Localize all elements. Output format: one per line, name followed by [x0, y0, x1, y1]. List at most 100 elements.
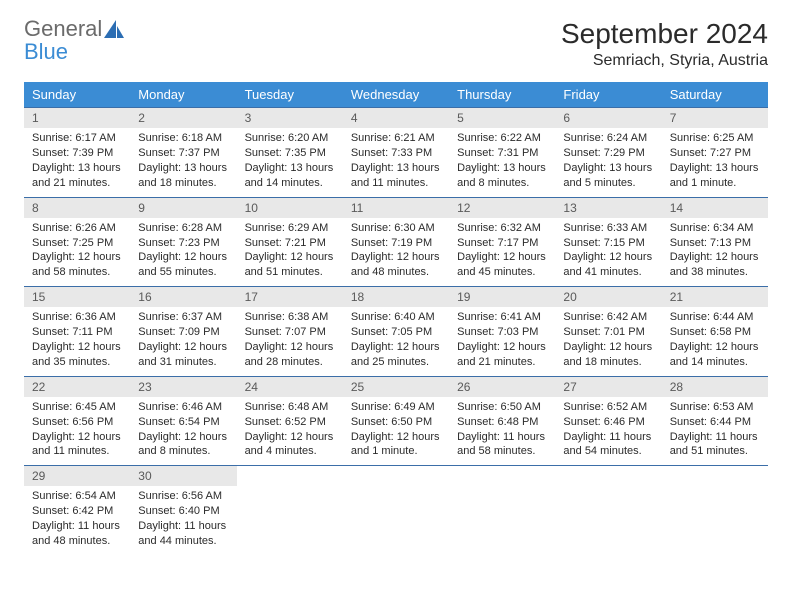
day-number: 16 — [130, 287, 236, 307]
day-daylight1: Daylight: 12 hours — [245, 430, 335, 445]
calendar-cell — [237, 466, 343, 555]
day-daylight1: Daylight: 12 hours — [32, 250, 122, 265]
day-daylight2: and 48 minutes. — [32, 534, 122, 549]
day-daylight1: Daylight: 11 hours — [670, 430, 760, 445]
calendar-cell: 19Sunrise: 6:41 AMSunset: 7:03 PMDayligh… — [449, 287, 555, 376]
calendar-day-header-row: Sunday Monday Tuesday Wednesday Thursday… — [24, 82, 768, 107]
calendar-cell: 22Sunrise: 6:45 AMSunset: 6:56 PMDayligh… — [24, 377, 130, 466]
calendar-week-row: 8Sunrise: 6:26 AMSunset: 7:25 PMDaylight… — [24, 197, 768, 287]
day-sunset: Sunset: 6:54 PM — [138, 415, 228, 430]
day-daylight2: and 58 minutes. — [32, 265, 122, 280]
day-header-wednesday: Wednesday — [343, 82, 449, 107]
day-sunset: Sunset: 7:13 PM — [670, 236, 760, 251]
calendar-cell: 12Sunrise: 6:32 AMSunset: 7:17 PMDayligh… — [449, 198, 555, 287]
calendar-cell: 26Sunrise: 6:50 AMSunset: 6:48 PMDayligh… — [449, 377, 555, 466]
day-sunset: Sunset: 7:35 PM — [245, 146, 335, 161]
day-number: 27 — [555, 377, 661, 397]
day-daylight1: Daylight: 13 hours — [351, 161, 441, 176]
day-sunset: Sunset: 6:56 PM — [32, 415, 122, 430]
day-number: 26 — [449, 377, 555, 397]
calendar-cell: 9Sunrise: 6:28 AMSunset: 7:23 PMDaylight… — [130, 198, 236, 287]
day-daylight2: and 28 minutes. — [245, 355, 335, 370]
day-number: 14 — [662, 198, 768, 218]
day-daylight2: and 41 minutes. — [563, 265, 653, 280]
day-sunset: Sunset: 7:09 PM — [138, 325, 228, 340]
day-number: 5 — [449, 108, 555, 128]
logo: General Blue — [24, 18, 124, 63]
calendar-cell: 21Sunrise: 6:44 AMSunset: 6:58 PMDayligh… — [662, 287, 768, 376]
day-content: Sunrise: 6:41 AMSunset: 7:03 PMDaylight:… — [449, 307, 555, 375]
day-sunset: Sunset: 6:52 PM — [245, 415, 335, 430]
day-daylight1: Daylight: 11 hours — [32, 519, 122, 534]
calendar-cell — [662, 466, 768, 555]
day-content: Sunrise: 6:22 AMSunset: 7:31 PMDaylight:… — [449, 128, 555, 196]
day-daylight2: and 51 minutes. — [670, 444, 760, 459]
day-number: 29 — [24, 466, 130, 486]
day-sunrise: Sunrise: 6:45 AM — [32, 400, 122, 415]
calendar-cell — [555, 466, 661, 555]
day-sunset: Sunset: 7:15 PM — [563, 236, 653, 251]
day-daylight2: and 51 minutes. — [245, 265, 335, 280]
day-sunset: Sunset: 7:01 PM — [563, 325, 653, 340]
calendar-cell: 8Sunrise: 6:26 AMSunset: 7:25 PMDaylight… — [24, 198, 130, 287]
day-sunset: Sunset: 7:39 PM — [32, 146, 122, 161]
day-number: 11 — [343, 198, 449, 218]
day-sunrise: Sunrise: 6:46 AM — [138, 400, 228, 415]
day-daylight2: and 18 minutes. — [138, 176, 228, 191]
day-sunrise: Sunrise: 6:30 AM — [351, 221, 441, 236]
day-sunrise: Sunrise: 6:53 AM — [670, 400, 760, 415]
day-number: 4 — [343, 108, 449, 128]
day-number: 7 — [662, 108, 768, 128]
location-text: Semriach, Styria, Austria — [561, 52, 768, 70]
day-content: Sunrise: 6:24 AMSunset: 7:29 PMDaylight:… — [555, 128, 661, 196]
day-content: Sunrise: 6:29 AMSunset: 7:21 PMDaylight:… — [237, 218, 343, 286]
calendar-cell: 2Sunrise: 6:18 AMSunset: 7:37 PMDaylight… — [130, 108, 236, 197]
day-daylight1: Daylight: 13 hours — [563, 161, 653, 176]
day-sunrise: Sunrise: 6:36 AM — [32, 310, 122, 325]
day-sunrise: Sunrise: 6:18 AM — [138, 131, 228, 146]
calendar-week-row: 1Sunrise: 6:17 AMSunset: 7:39 PMDaylight… — [24, 107, 768, 197]
day-number: 12 — [449, 198, 555, 218]
day-sunrise: Sunrise: 6:17 AM — [32, 131, 122, 146]
calendar-cell: 11Sunrise: 6:30 AMSunset: 7:19 PMDayligh… — [343, 198, 449, 287]
calendar-cell — [343, 466, 449, 555]
day-content: Sunrise: 6:46 AMSunset: 6:54 PMDaylight:… — [130, 397, 236, 465]
day-sunrise: Sunrise: 6:32 AM — [457, 221, 547, 236]
day-sunset: Sunset: 6:50 PM — [351, 415, 441, 430]
day-daylight2: and 48 minutes. — [351, 265, 441, 280]
day-daylight2: and 54 minutes. — [563, 444, 653, 459]
calendar-week-row: 15Sunrise: 6:36 AMSunset: 7:11 PMDayligh… — [24, 286, 768, 376]
day-sunrise: Sunrise: 6:49 AM — [351, 400, 441, 415]
day-number: 15 — [24, 287, 130, 307]
day-sunrise: Sunrise: 6:50 AM — [457, 400, 547, 415]
day-daylight2: and 38 minutes. — [670, 265, 760, 280]
day-content: Sunrise: 6:25 AMSunset: 7:27 PMDaylight:… — [662, 128, 768, 196]
day-content: Sunrise: 6:30 AMSunset: 7:19 PMDaylight:… — [343, 218, 449, 286]
calendar-cell: 25Sunrise: 6:49 AMSunset: 6:50 PMDayligh… — [343, 377, 449, 466]
day-content: Sunrise: 6:36 AMSunset: 7:11 PMDaylight:… — [24, 307, 130, 375]
day-sunrise: Sunrise: 6:34 AM — [670, 221, 760, 236]
day-sunset: Sunset: 7:33 PM — [351, 146, 441, 161]
calendar-cell: 18Sunrise: 6:40 AMSunset: 7:05 PMDayligh… — [343, 287, 449, 376]
calendar-week-row: 29Sunrise: 6:54 AMSunset: 6:42 PMDayligh… — [24, 465, 768, 555]
title-block: September 2024 Semriach, Styria, Austria — [561, 18, 768, 70]
day-daylight1: Daylight: 13 hours — [32, 161, 122, 176]
calendar-cell: 7Sunrise: 6:25 AMSunset: 7:27 PMDaylight… — [662, 108, 768, 197]
day-sunset: Sunset: 7:31 PM — [457, 146, 547, 161]
day-content: Sunrise: 6:49 AMSunset: 6:50 PMDaylight:… — [343, 397, 449, 465]
day-daylight2: and 14 minutes. — [245, 176, 335, 191]
day-sunset: Sunset: 7:05 PM — [351, 325, 441, 340]
calendar-cell: 1Sunrise: 6:17 AMSunset: 7:39 PMDaylight… — [24, 108, 130, 197]
day-content: Sunrise: 6:18 AMSunset: 7:37 PMDaylight:… — [130, 128, 236, 196]
day-sunset: Sunset: 7:29 PM — [563, 146, 653, 161]
day-daylight1: Daylight: 12 hours — [138, 340, 228, 355]
day-number: 3 — [237, 108, 343, 128]
calendar-week-row: 22Sunrise: 6:45 AMSunset: 6:56 PMDayligh… — [24, 376, 768, 466]
day-daylight2: and 44 minutes. — [138, 534, 228, 549]
calendar-cell: 30Sunrise: 6:56 AMSunset: 6:40 PMDayligh… — [130, 466, 236, 555]
day-sunrise: Sunrise: 6:48 AM — [245, 400, 335, 415]
day-daylight1: Daylight: 12 hours — [670, 340, 760, 355]
day-daylight2: and 8 minutes. — [457, 176, 547, 191]
day-daylight2: and 11 minutes. — [351, 176, 441, 191]
calendar-cell: 3Sunrise: 6:20 AMSunset: 7:35 PMDaylight… — [237, 108, 343, 197]
